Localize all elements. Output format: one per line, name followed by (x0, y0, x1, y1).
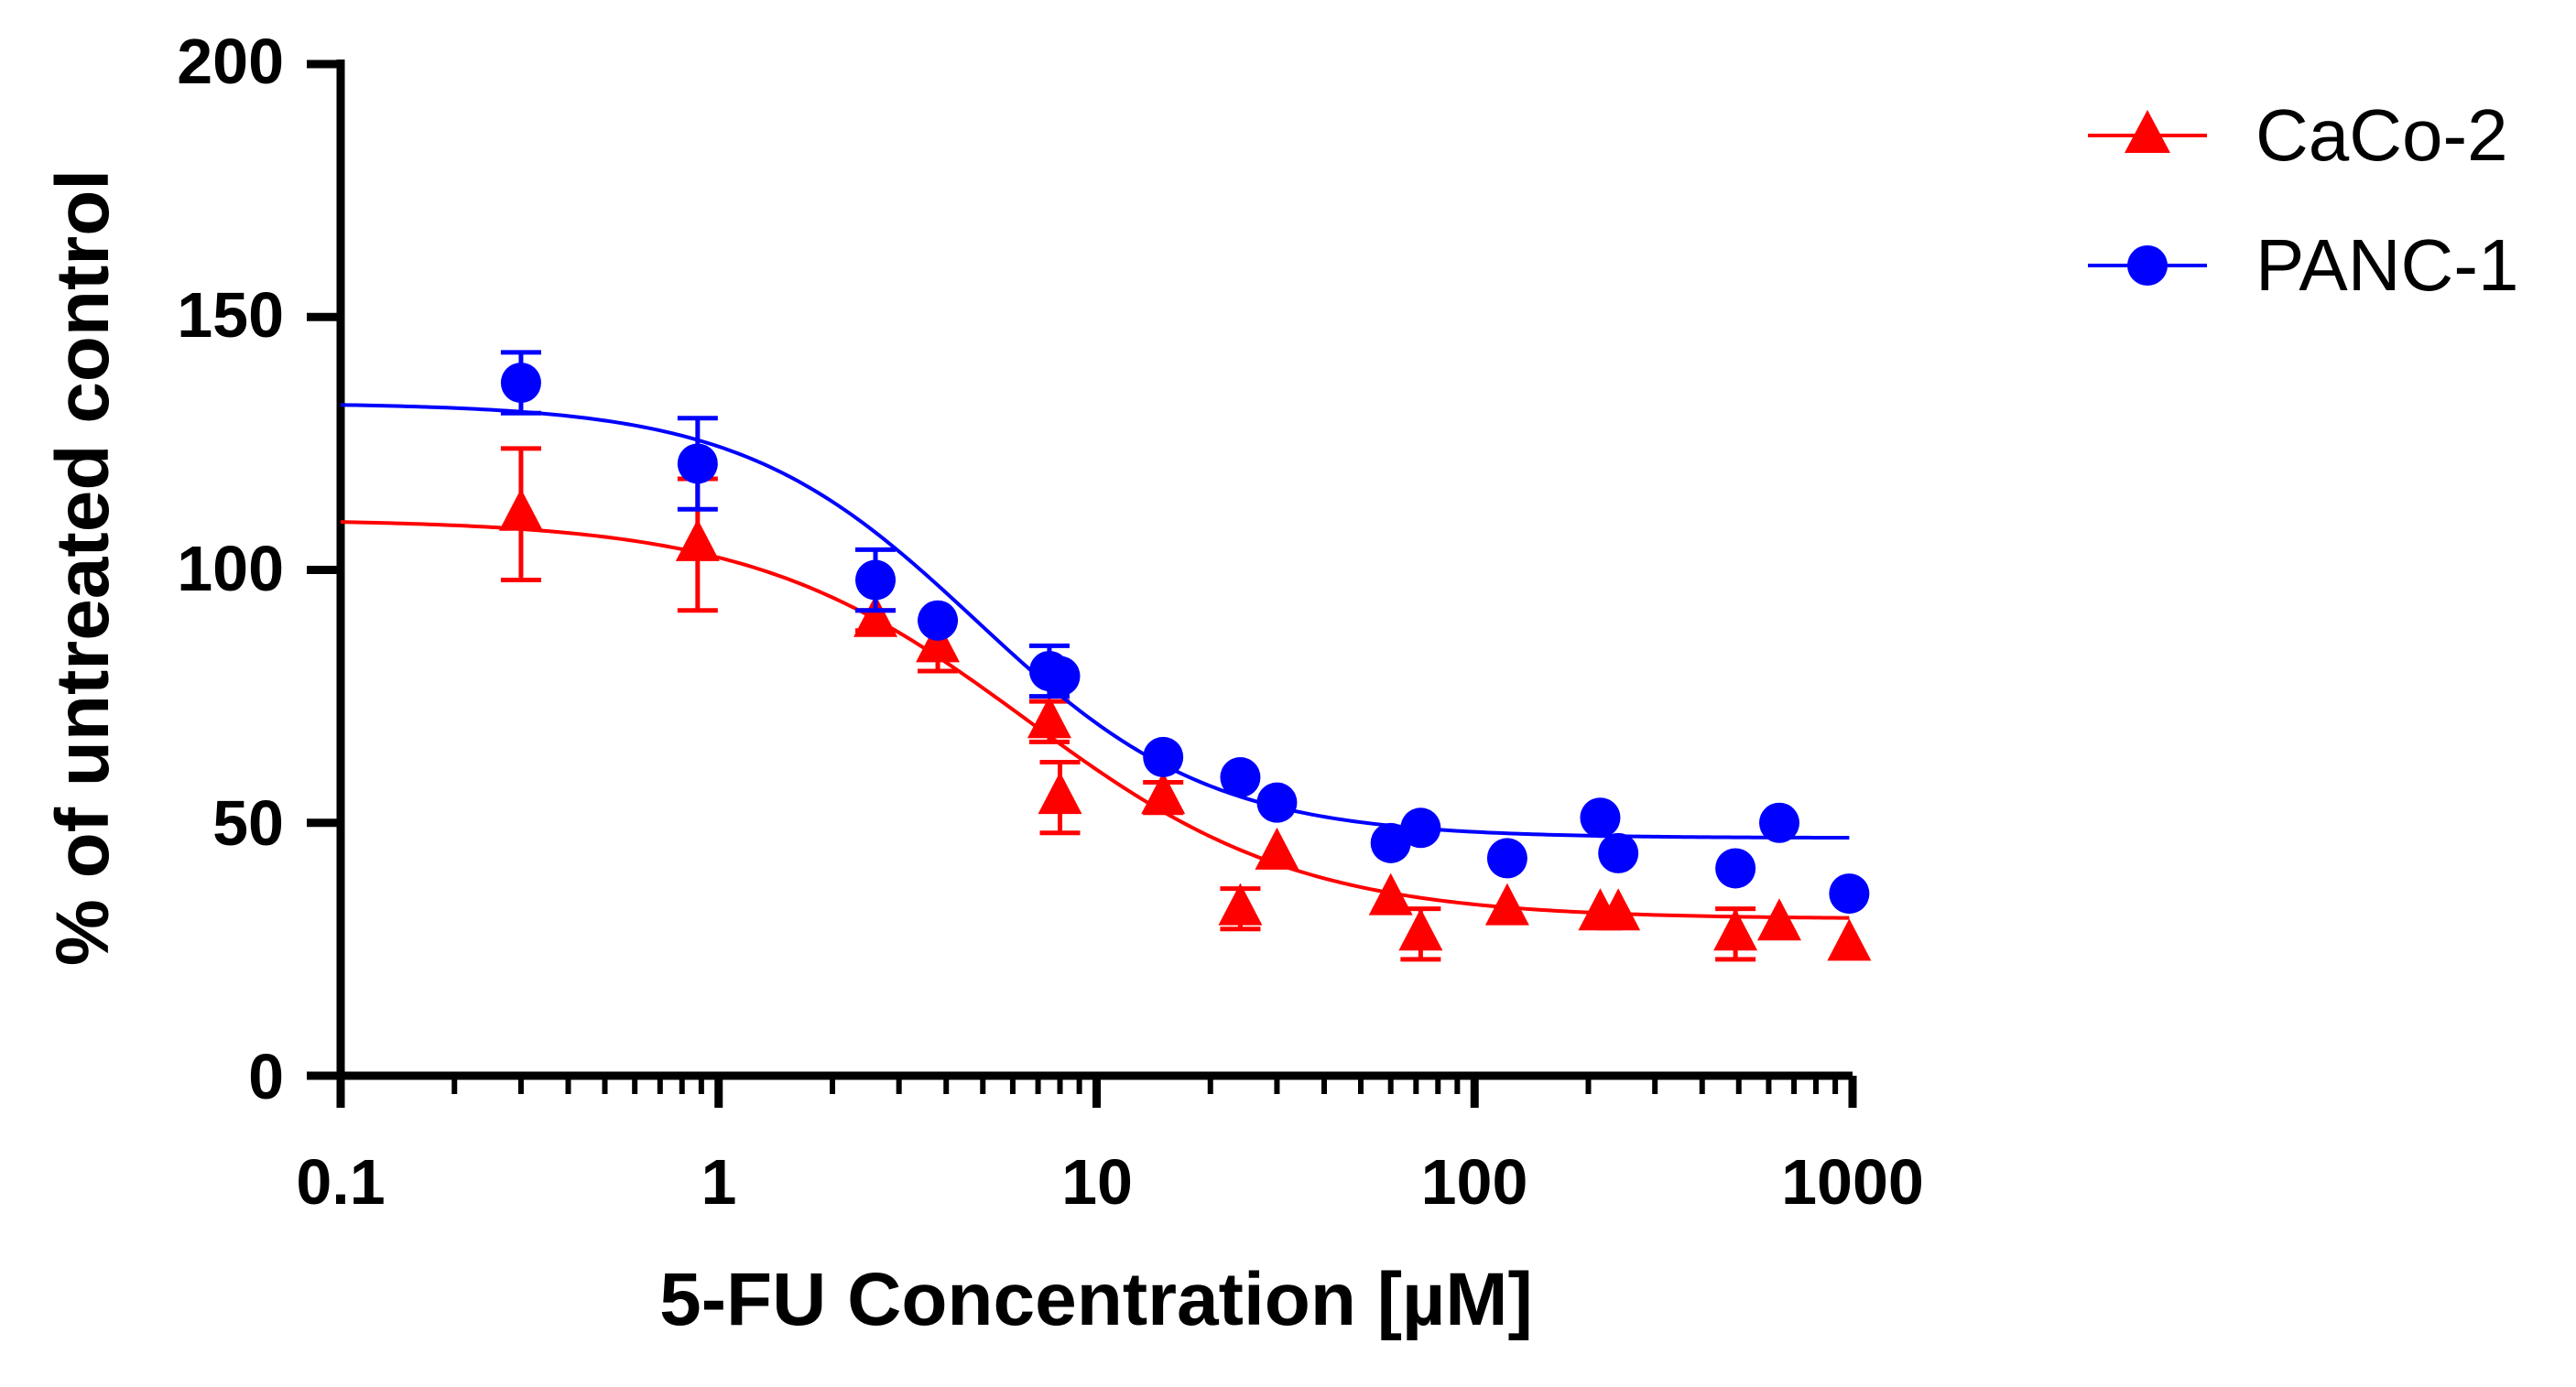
series-panc1 (340, 350, 1870, 915)
data-point-panc1 (1486, 838, 1527, 879)
y-tick-label: 200 (177, 26, 284, 97)
data-point-panc1 (500, 363, 541, 404)
y-axis-title: % of untreated control (41, 169, 125, 966)
data-point-panc1 (1759, 802, 1800, 843)
y-axis (307, 60, 345, 1080)
y-tick-label: 50 (212, 787, 284, 859)
data-point-panc1 (677, 443, 718, 484)
x-tick-label: 0.1 (296, 1146, 385, 1218)
plot-area (340, 350, 1872, 962)
x-tick-label: 10 (1061, 1146, 1133, 1218)
data-point-caco2 (1218, 883, 1263, 926)
y-tick-label: 150 (177, 279, 284, 351)
data-point-panc1 (1143, 736, 1184, 777)
data-point-caco2 (1484, 883, 1529, 926)
data-point-panc1 (1400, 807, 1441, 849)
x-tick-label: 1 (701, 1146, 737, 1218)
data-point-panc1 (1256, 782, 1298, 823)
y-tick-label: 100 (177, 533, 284, 604)
legend-label-caco2: CaCo-2 (2255, 94, 2508, 176)
data-point-caco2 (498, 488, 543, 531)
data-point-caco2 (1596, 888, 1641, 931)
fit-curve-panc1 (340, 403, 1850, 840)
x-tick-label: 100 (1421, 1146, 1528, 1218)
data-point-panc1 (855, 559, 897, 601)
data-point-caco2 (1757, 898, 1802, 941)
x-axis-title: 5-FU Concentration [µM] (659, 1258, 1533, 1341)
data-point-panc1 (1370, 822, 1411, 863)
data-point-caco2 (1255, 827, 1299, 870)
data-point-caco2 (1713, 908, 1758, 951)
x-axis (336, 1071, 1857, 1108)
series-caco2 (340, 446, 1872, 962)
data-point-panc1 (1039, 656, 1081, 697)
legend-circle-marker (2127, 245, 2168, 286)
data-point-caco2 (1827, 918, 1872, 961)
legend: CaCo-2 PANC-1 (2088, 94, 2518, 306)
data-point-panc1 (1829, 873, 1870, 915)
data-point-caco2 (1027, 696, 1071, 739)
data-point-caco2 (1038, 772, 1082, 815)
y-tick-label: 0 (248, 1041, 284, 1112)
x-tick-label: 1000 (1781, 1146, 1924, 1218)
data-point-caco2 (853, 594, 898, 637)
data-point-caco2 (1141, 772, 1186, 815)
data-point-panc1 (1715, 848, 1756, 889)
data-point-caco2 (675, 518, 720, 561)
data-point-caco2 (1368, 872, 1413, 916)
legend-triangle-marker (2125, 110, 2170, 153)
data-point-panc1 (1580, 797, 1621, 839)
data-point-caco2 (1398, 908, 1443, 951)
data-point-panc1 (1220, 757, 1261, 798)
data-point-caco2 (916, 620, 961, 663)
legend-label-panc1: PANC-1 (2255, 224, 2518, 306)
data-point-panc1 (1598, 832, 1639, 873)
data-point-panc1 (918, 600, 959, 641)
